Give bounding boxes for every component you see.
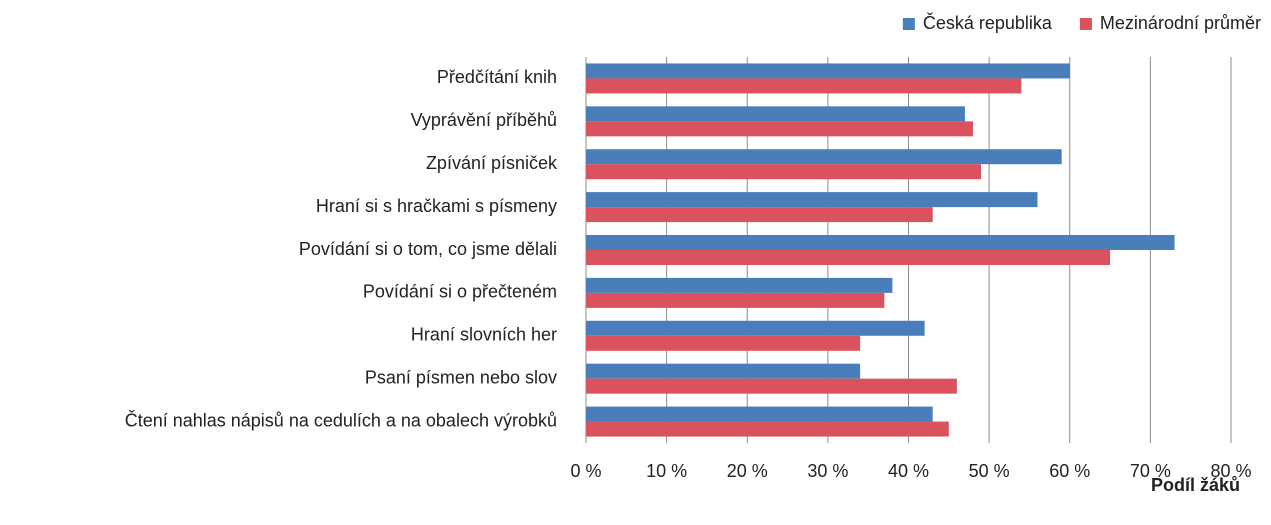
legend-label: Mezinárodní průměr bbox=[1100, 13, 1261, 33]
bar bbox=[586, 363, 861, 379]
bar bbox=[586, 207, 933, 223]
bar bbox=[586, 106, 965, 122]
bar bbox=[586, 63, 1070, 79]
bar bbox=[586, 320, 925, 336]
bar bbox=[586, 149, 1062, 165]
x-tick-label: 50 % bbox=[969, 461, 1010, 481]
bar bbox=[586, 421, 949, 437]
x-tick-label: 40 % bbox=[888, 461, 929, 481]
x-tick-label: 70 % bbox=[1130, 461, 1171, 481]
bar bbox=[586, 335, 861, 351]
y-tick-label: Zpívání písniček bbox=[426, 153, 558, 173]
bar bbox=[586, 406, 933, 422]
legend-swatch bbox=[1079, 18, 1092, 30]
y-tick-label: Povídání si o tom, co jsme dělali bbox=[299, 239, 557, 259]
bar bbox=[586, 277, 893, 293]
bar bbox=[586, 378, 957, 394]
bar bbox=[586, 192, 1038, 208]
bar bbox=[586, 250, 1111, 265]
bar bbox=[586, 78, 1022, 94]
bar bbox=[586, 235, 1175, 250]
x-tick-label: 10 % bbox=[646, 461, 687, 481]
x-tick-label: 0 % bbox=[570, 461, 601, 481]
y-tick-label: Předčítání knih bbox=[437, 67, 557, 87]
y-tick-label: Psaní písmen nebo slov bbox=[365, 367, 557, 387]
bar bbox=[586, 121, 973, 137]
x-axis-title: Podíl žáků bbox=[1151, 475, 1240, 495]
bar bbox=[586, 164, 982, 180]
x-tick-label: 80 % bbox=[1210, 461, 1251, 481]
x-tick-label: 30 % bbox=[807, 461, 848, 481]
y-tick-label: Hraní slovních her bbox=[411, 325, 557, 345]
y-tick-label: Hraní si s hračkami s písmeny bbox=[316, 196, 557, 216]
x-tick-label: 60 % bbox=[1049, 461, 1090, 481]
y-tick-label: Povídání si o přečteném bbox=[363, 282, 557, 302]
y-tick-label: Čtení nahlas nápisů na cedulích a na oba… bbox=[125, 409, 557, 430]
legend-label: Česká republika bbox=[923, 12, 1053, 33]
legend-swatch bbox=[902, 18, 915, 30]
bar bbox=[586, 292, 885, 308]
x-tick-label: 20 % bbox=[727, 461, 768, 481]
y-tick-label: Vyprávění příběhů bbox=[411, 110, 557, 130]
